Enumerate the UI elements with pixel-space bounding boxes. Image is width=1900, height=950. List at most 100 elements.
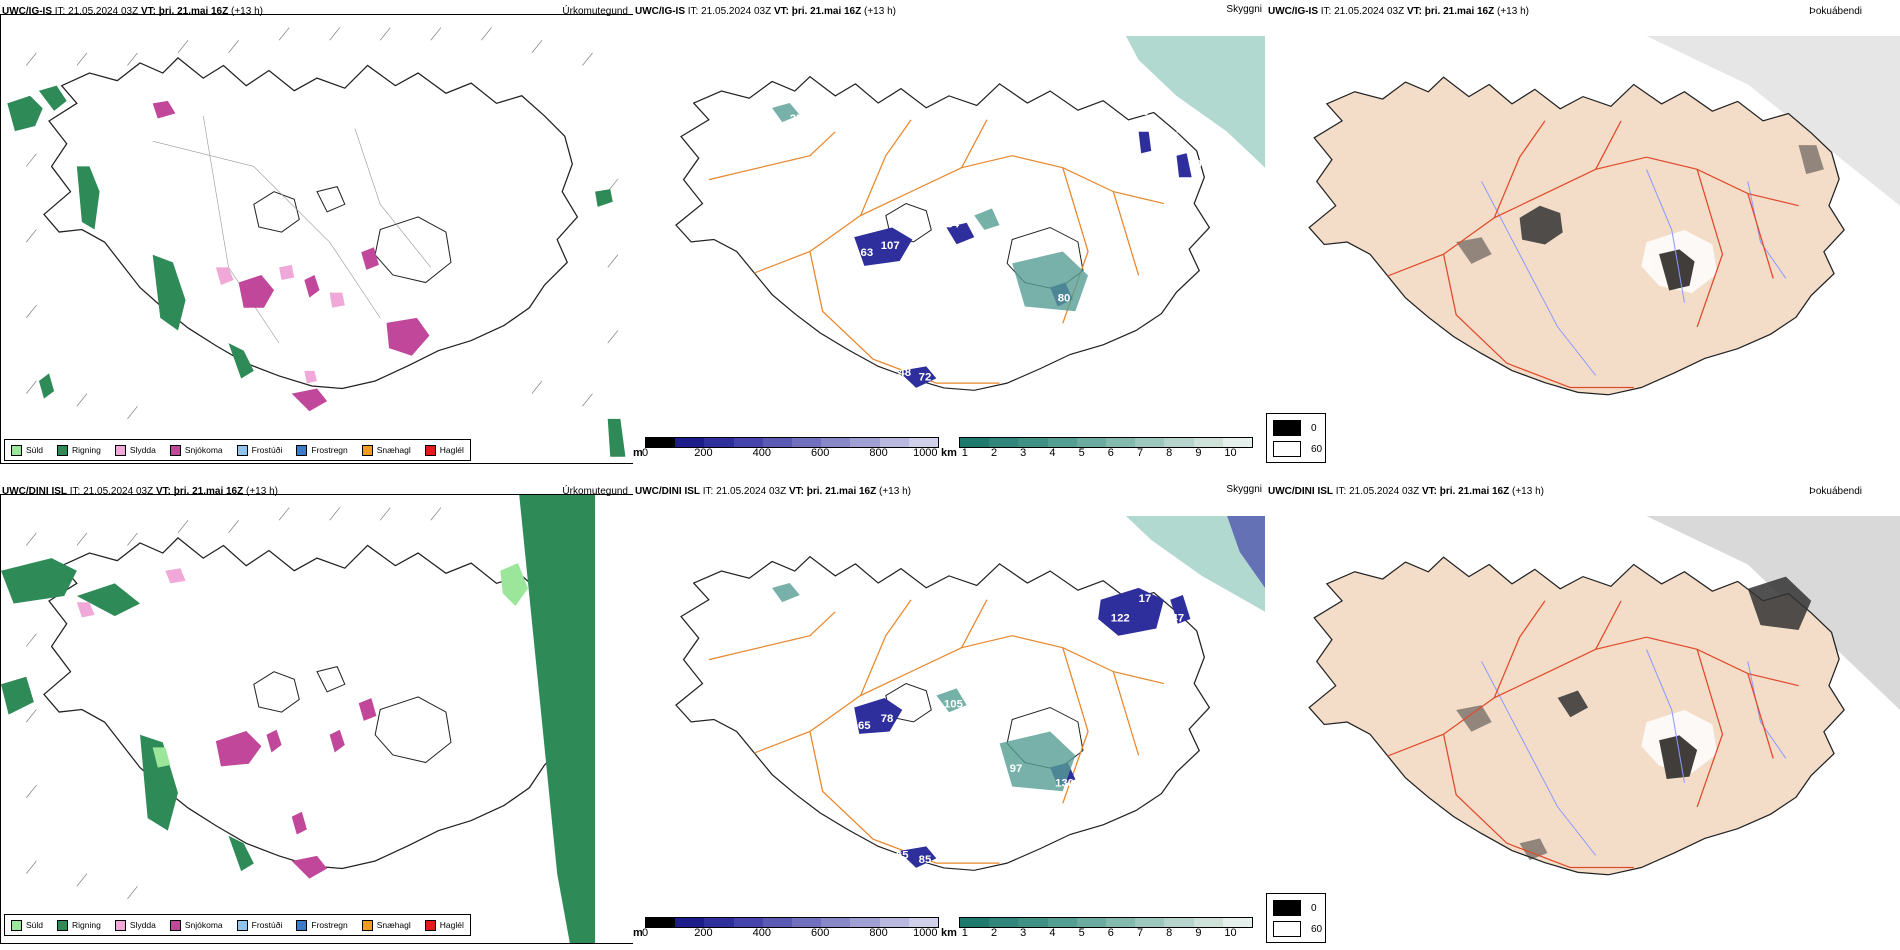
rain-areas	[7, 85, 626, 457]
legend-item: Súld	[11, 444, 43, 456]
panel-tag-fog: Þokuábendi	[1809, 6, 1862, 17]
precip-panel-row1: UWC/IG-IS IT: 21.05.2024 03Z VT: þri. 21…	[0, 0, 636, 475]
lead-time: (+13 h)	[1512, 486, 1544, 497]
svg-text:42: 42	[1177, 125, 1190, 137]
legend-item: Rigning	[57, 919, 101, 931]
legend-item: Haglél	[424, 919, 464, 931]
vt-label: VT:	[788, 486, 804, 497]
cloud-base-labels: 58 25 84 107 63 42 30 48 72 66 80 23	[709, 106, 1202, 383]
fog-areas	[1456, 145, 1824, 293]
visibility-title-row1: UWC/IG-IS IT: 21.05.2024 03Z VT: þri. 21…	[635, 6, 896, 17]
fog-legend-row1: 0 60	[1266, 413, 1326, 463]
lead-time: (+13 h)	[879, 486, 911, 497]
panel-tag-precip: Úrkomutegund	[562, 6, 628, 17]
visibility-scale-unit: km	[941, 447, 957, 459]
visibility-map-row1[interactable]: 58 25 84 107 63 42 30 48 72 66 80 23	[633, 36, 1265, 431]
visibility-scale-row2: km 1 2 3 4 5 6 7 8 9 10	[941, 917, 1257, 947]
svg-text:65: 65	[896, 850, 909, 862]
svg-text:48: 48	[898, 367, 911, 379]
model-name: UWC/DINI ISL	[635, 486, 700, 497]
it-value: 21.05.2024 03Z	[68, 6, 139, 17]
it-label: IT:	[54, 6, 66, 17]
vt-label: VT:	[773, 6, 789, 17]
legend-item: Slydda	[114, 444, 156, 456]
cloud-scale-unit: m	[633, 927, 643, 939]
vt-label: VT:	[1406, 6, 1422, 17]
svg-text:58: 58	[775, 129, 788, 141]
panel-tag-visibility: Skyggni	[1226, 4, 1262, 15]
legend-item: Súld	[11, 919, 43, 931]
svg-text:85: 85	[919, 854, 932, 866]
fog-map-row2[interactable]	[1266, 516, 1900, 916]
fog-panel-row1: UWC/IG-IS IT: 21.05.2024 03Z VT: þri. 21…	[1266, 0, 1900, 475]
wind-barbs	[25, 27, 619, 420]
fog-title-row1: UWC/IG-IS IT: 21.05.2024 03Z VT: þri. 21…	[1268, 6, 1529, 17]
svg-text:105: 105	[944, 699, 963, 711]
svg-text:65: 65	[858, 720, 871, 732]
roads	[1387, 120, 1799, 389]
visibility-scale-ticks: 1 2 3 4 5 6 7 8 9 10	[961, 447, 1237, 459]
vt-value: þri. 21.mai 16Z	[1424, 6, 1495, 17]
svg-text:130: 130	[1055, 778, 1074, 790]
svg-text:84: 84	[946, 219, 960, 231]
it-label: IT:	[702, 486, 714, 497]
precip-title-row2: UWC/DINI ISL IT: 21.05.2024 03Z VT: þri.…	[2, 486, 278, 497]
svg-text:17: 17	[1139, 593, 1152, 605]
svg-text:66: 66	[709, 180, 722, 192]
cloud-scale-ticks: 0 200 400 600 800 1000	[641, 447, 938, 459]
fog-map-row1[interactable]	[1266, 36, 1900, 436]
cloud-base-scale-row2: m 0 200 400 600 800 1000	[633, 917, 943, 947]
legend-item: Rigning	[57, 444, 101, 456]
visibility-areas	[772, 103, 1089, 312]
it-value: 21.05.2024 03Z	[1349, 486, 1420, 497]
panel-tag-precip: Úrkomutegund	[562, 486, 628, 497]
legend-item: Haglél	[424, 444, 464, 456]
it-label: IT:	[687, 6, 699, 17]
it-label: IT:	[69, 486, 81, 497]
svg-text:122: 122	[1111, 613, 1130, 625]
it-label: IT:	[1320, 6, 1332, 17]
svg-text:78: 78	[881, 713, 894, 725]
visibility-panel-row2: 122 17 47 78 65 105 97 130 65 85 UWC/DIN…	[633, 480, 1268, 950]
precip-map-row1[interactable]	[0, 14, 634, 464]
visibility-title-row2: UWC/DINI ISL IT: 21.05.2024 03Z VT: þri.…	[635, 486, 911, 497]
it-value: 21.05.2024 03Z	[1334, 6, 1405, 17]
vt-value: þri. 21.mai 16Z	[1439, 486, 1510, 497]
visibility-panel-row1: 58 25 84 107 63 42 30 48 72 66 80 23 UWC…	[633, 0, 1268, 475]
visibility-map-row2[interactable]: 122 17 47 78 65 105 97 130 65 85	[633, 516, 1265, 911]
lead-time: (+13 h)	[231, 6, 263, 17]
precip-title-row1: UWC/IG-IS IT: 21.05.2024 03Z VT: þri. 21…	[2, 6, 263, 17]
visibility-scale-ticks: 1 2 3 4 5 6 7 8 9 10	[961, 927, 1237, 939]
legend-item: Frostúði	[236, 919, 282, 931]
svg-text:23: 23	[1136, 106, 1149, 118]
lead-time: (+13 h)	[864, 6, 896, 17]
precip-legend-row2: Súld Rigning Slydda Snjókoma Frostúði Fr…	[4, 914, 471, 936]
model-name: UWC/IG-IS	[2, 6, 52, 17]
legend-item: Snjókoma	[169, 919, 223, 931]
fog-panel-row2: UWC/DINI ISL IT: 21.05.2024 03Z VT: þri.…	[1266, 480, 1900, 950]
cloud-base-scale-row1: m 0 200 400 600 800 1000	[633, 437, 943, 467]
vt-label: VT:	[140, 6, 156, 17]
svg-text:80: 80	[1058, 293, 1071, 305]
legend-item: Snæhagl	[361, 919, 411, 931]
it-label: IT:	[1335, 486, 1347, 497]
vt-label: VT:	[1421, 486, 1437, 497]
model-name: UWC/IG-IS	[635, 6, 685, 17]
it-value: 21.05.2024 03Z	[83, 486, 154, 497]
model-name: UWC/IG-IS	[1268, 6, 1318, 17]
visibility-scale-unit: km	[941, 927, 957, 939]
vt-value: þri. 21.mai 16Z	[791, 6, 862, 17]
vt-value: þri. 21.mai 16Z	[173, 486, 244, 497]
low-cloud-areas	[854, 131, 1192, 388]
precip-legend-row1: Súld Rigning Slydda Snjókoma Frostúði Fr…	[4, 439, 471, 461]
vt-value: þri. 21.mai 16Z	[158, 6, 229, 17]
fog-legend-row2: 0 60	[1266, 893, 1326, 943]
vt-value: þri. 21.mai 16Z	[806, 486, 877, 497]
cloud-scale-unit: m	[633, 447, 643, 459]
svg-text:107: 107	[881, 240, 900, 252]
svg-text:72: 72	[919, 372, 932, 384]
svg-text:97: 97	[1010, 763, 1023, 775]
precip-map-row2[interactable]	[0, 494, 634, 944]
lead-time: (+13 h)	[1497, 6, 1529, 17]
sleet-areas	[215, 264, 345, 384]
